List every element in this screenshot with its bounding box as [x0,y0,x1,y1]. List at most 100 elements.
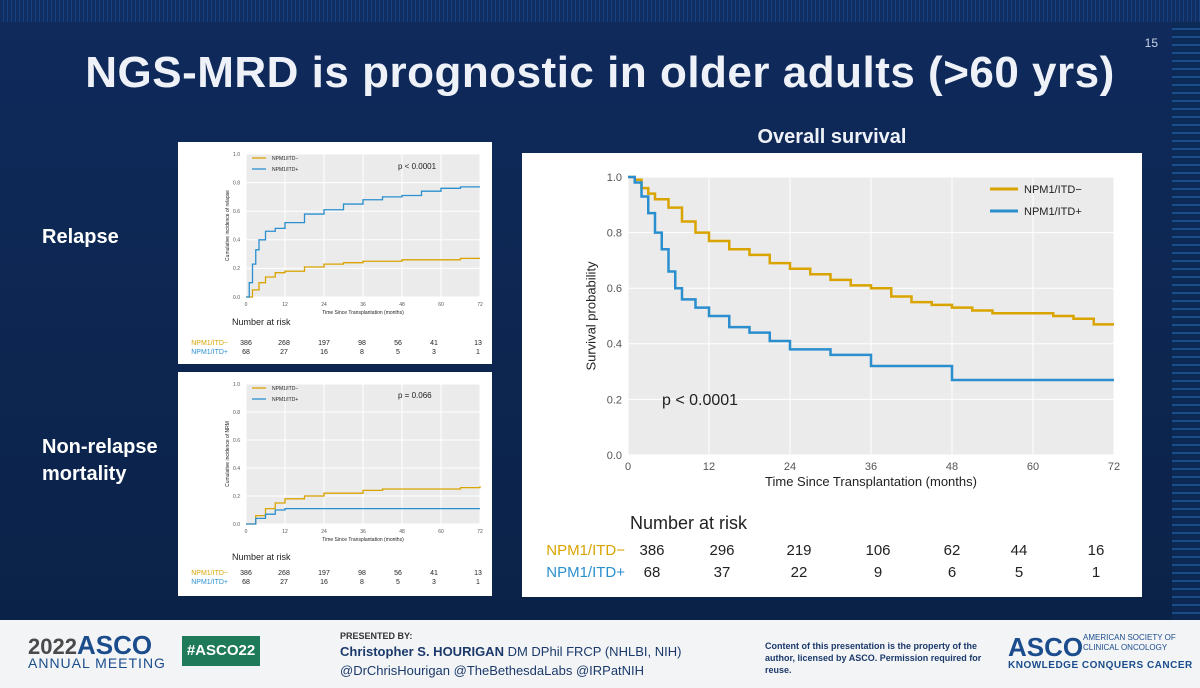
chart1-y-tick-label: 0.0 [233,295,240,301]
chart1-risk-table-title: Number at risk [232,317,291,327]
chart0-x-tick-label: 72 [1108,461,1120,473]
footer-presenter: Christopher S. HOURIGAN DM DPhil FRCP (N… [340,644,681,659]
chart2-series-line-neg [246,486,481,525]
chart2-y-tick-label: 0.4 [233,466,240,472]
right-decoration [1172,22,1200,622]
chart1-risk-value: 3 [432,349,436,356]
chart0-p-value: p < 0.0001 [662,392,738,409]
footer-asco-logo: ASCO [1008,632,1084,662]
chart1-legend-label-pos: NPM1/ITD+ [272,167,298,173]
chart0-risk-value: 219 [786,542,811,559]
chart1-risk-value: 27 [280,349,288,356]
chart1-y-tick-label: 0.4 [233,238,240,244]
footer-tagline: KNOWLEDGE CONQUERS CANCER [1008,660,1193,671]
chart1-p-value: p < 0.0001 [398,162,437,171]
chart1-risk-value: 68 [242,349,250,356]
chart1-risk-value: 8 [360,349,364,356]
os-title: Overall survival [757,126,907,148]
chart1-x-tick-label: 0 [245,302,248,308]
chart2-risk-row-label-neg: NPM1/ITD− [191,570,228,577]
row-label-relapse: Relapse [42,226,119,248]
relapse-chart: 0.0 0.2 0.4 0.6 0.8 1.0 0 12 24 36 48 60 72 Time Sinc… [191,152,483,356]
chart2-risk-value: 5 [396,579,400,586]
chart0-risk-row-label-pos: NPM1/ITD+ [546,564,625,581]
chart0-risk-value: 37 [714,564,731,581]
chart2-p-value: p = 0.066 [398,391,432,400]
chart2-risk-value: 68 [242,579,250,586]
footer-handles: @DrChrisHourigan @TheBethesdaLabs @IRPat… [340,663,645,678]
chart0-legend-label-neg: NPM1/ITD− [1024,184,1082,196]
chart2-risk-value: 56 [394,570,402,577]
chart2-y-tick-label: 0.6 [233,438,240,444]
chart1-y-tick-label: 1.0 [233,152,240,158]
chart1-risk-value: 268 [278,340,290,347]
chart2-x-tick-label: 72 [477,529,483,535]
chart2-risk-value: 197 [318,570,330,577]
chart0-risk-value: 22 [791,564,808,581]
chart0-risk-value: 5 [1015,564,1023,581]
slide-title: NGS-MRD is prognostic in older adults (>… [85,48,1115,97]
chart2-risk-value: 3 [432,579,436,586]
footer-presented-by: PRESENTED BY: [340,631,413,641]
chart0-y-tick-label: 1.0 [607,172,622,184]
relapse-panel: 0.0 0.2 0.4 0.6 0.8 1.0 0 12 24 36 48 60 72 Time Sinc… [178,142,492,364]
chart0-risk-row-label-neg: NPM1/ITD− [546,542,625,559]
chart1-risk-value: 98 [358,340,366,347]
footer-presenter-name: Christopher S. HOURIGAN [340,644,504,659]
chart0-risk-value: 44 [1011,542,1028,559]
slide-number: 15 [1144,36,1158,50]
chart1-risk-value: 41 [430,340,438,347]
chart1-risk-value: 16 [320,349,328,356]
chart1-x-tick-label: 24 [321,302,327,308]
chart0-risk-value: 296 [709,542,734,559]
footer-year: 2022 [28,634,77,659]
chart1-risk-row-label-neg: NPM1/ITD− [191,340,228,347]
chart2-risk-value: 16 [320,579,328,586]
chart1-y-tick-label: 0.2 [233,266,240,272]
chart2-risk-value: 13 [474,570,482,577]
chart0-risk-value: 16 [1088,542,1105,559]
chart1-risk-value: 56 [394,340,402,347]
chart2-x-tick-label: 24 [321,529,327,535]
chart1-series-line-neg [246,257,480,298]
chart1-y-axis-label: Cumulative incidence of relapse [225,190,231,261]
chart2-x-tick-label: 60 [438,529,444,535]
chart1-x-tick-label: 36 [360,302,366,308]
chart1-risk-value: 5 [396,349,400,356]
chart0-legend-label-pos: NPM1/ITD+ [1024,206,1082,218]
chart2-risk-value: 1 [476,579,480,586]
chart0-y-tick-label: 0.4 [607,339,622,351]
chart1-series-line-pos [246,186,480,298]
footer-society: AMERICAN SOCIETY OF CLINICAL ONCOLOGY [1083,633,1176,652]
chart0-x-tick-label: 48 [946,461,958,473]
chart1-risk-value: 197 [318,340,330,347]
chart1-risk-value: 13 [474,340,482,347]
chart1-risk-row-label-pos: NPM1/ITD+ [191,349,228,356]
chart2-risk-value: 268 [278,570,290,577]
nrm-chart: 0.0 0.2 0.4 0.6 0.8 1.0 0 12 24 36 48 60 72 Time Sinc… [191,382,483,586]
chart0-y-axis-label: Survival probability [583,261,598,371]
chart0-series-line-pos [628,175,1114,382]
chart1-legend-label-neg: NPM1/ITD− [272,156,298,162]
chart2-risk-table-title: Number at risk [232,552,291,562]
top-decoration [0,0,1200,22]
chart0-x-tick-label: 24 [784,461,796,473]
chart2-y-axis-label: Cumulative incidence of NRM [225,421,231,487]
chart0-y-tick-label: 0.6 [607,283,622,295]
row-label-nrm-2: mortality [42,463,127,485]
chart0-x-tick-label: 0 [625,461,631,473]
chart0-y-tick-label: 0.2 [607,394,622,406]
chart2-y-tick-label: 0.2 [233,494,240,500]
chart1-risk-value: 386 [240,340,252,347]
chart1-x-tick-label: 48 [399,302,405,308]
footer-presenter-creds: DM DPhil FRCP (NHLBI, NIH) [503,644,682,659]
chart2-x-tick-label: 12 [282,529,288,535]
chart1-x-axis-label: Time Since Transplantation (months) [322,310,404,316]
chart0-risk-value: 1 [1092,564,1100,581]
chart0-risk-table-title: Number at risk [630,513,748,533]
chart0-y-tick-label: 0.8 [607,227,622,239]
chart2-risk-value: 27 [280,579,288,586]
slide: 15 NGS-MRD is prognostic in older adults… [0,0,1200,622]
chart0-risk-value: 106 [865,542,890,559]
chart0-risk-value: 68 [644,564,661,581]
